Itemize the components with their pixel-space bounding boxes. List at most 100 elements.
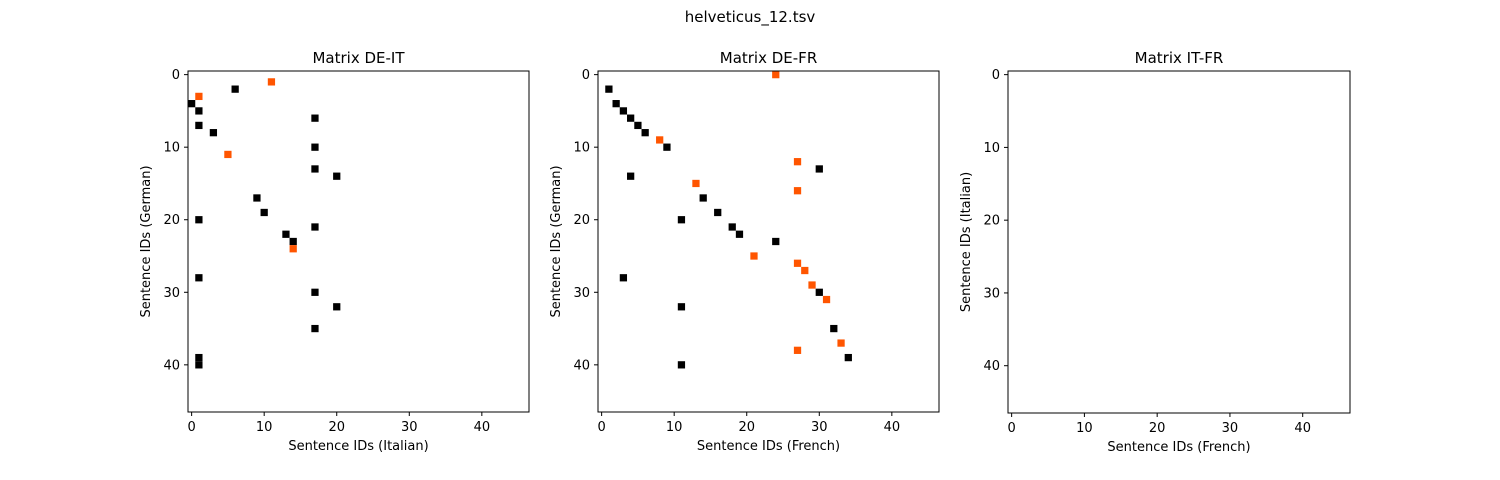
matrix-cell-marker bbox=[627, 114, 635, 122]
matrix-cell-marker bbox=[699, 194, 707, 202]
y-tick-label: 30 bbox=[573, 286, 590, 301]
x-tick-label: 30 bbox=[811, 420, 828, 435]
matrix-cell-marker bbox=[793, 158, 802, 166]
matrix-cell-marker bbox=[195, 121, 203, 130]
y-tick-label: 40 bbox=[163, 358, 180, 373]
matrix-cell-marker bbox=[750, 252, 758, 260]
matrix-cell-marker bbox=[260, 208, 268, 217]
matrix-cell-marker bbox=[605, 85, 613, 93]
matrix-cell-marker bbox=[793, 346, 802, 354]
x-axis-label: Sentence IDs (Italian) bbox=[288, 439, 428, 454]
y-tick-label: 30 bbox=[983, 286, 1000, 301]
matrix-cell-marker bbox=[822, 295, 831, 304]
x-tick-label: 10 bbox=[666, 420, 683, 435]
matrix-cell-marker bbox=[253, 194, 261, 202]
panel-title: Matrix DE-FR bbox=[720, 49, 818, 67]
matrix-cell-marker bbox=[311, 165, 319, 173]
x-tick-label: 10 bbox=[256, 420, 273, 435]
matrix-cell-marker bbox=[195, 216, 203, 224]
matrix-cell-marker bbox=[627, 172, 635, 180]
matrix-cell-marker bbox=[195, 353, 203, 362]
matrix-cell-marker bbox=[619, 274, 628, 282]
matrix-cell-marker bbox=[772, 237, 780, 246]
x-tick-label: 20 bbox=[738, 420, 755, 435]
x-tick-label: 0 bbox=[1007, 421, 1015, 436]
matrix-cell-marker bbox=[663, 143, 671, 151]
matrix-cell-marker bbox=[311, 114, 319, 122]
matrix-cell-marker bbox=[195, 361, 203, 369]
matrix-cell-marker bbox=[224, 150, 232, 159]
matrix-panel-3: 0 10 20 30 40 0 10 20 30 40 Matrix IT-FR Sentence I… bbox=[959, 49, 1351, 455]
matrix-cell-marker bbox=[793, 187, 802, 195]
y-axis-label: Sentence IDs (German) bbox=[139, 165, 154, 317]
y-tick-label: 0 bbox=[992, 68, 1000, 83]
matrix-cell-marker bbox=[815, 288, 823, 296]
axes-frame bbox=[1007, 70, 1351, 414]
matrix-cell-marker bbox=[677, 303, 686, 311]
matrix-cell-marker bbox=[677, 216, 686, 224]
matrix-cell-marker bbox=[830, 324, 838, 333]
matrix-cell-marker bbox=[311, 223, 319, 231]
y-tick-label: 10 bbox=[573, 141, 590, 156]
x-tick-label: 20 bbox=[328, 420, 345, 435]
matrix-cell-marker bbox=[728, 223, 736, 231]
matrix-cell-marker bbox=[282, 230, 290, 238]
matrix-cell-marker bbox=[735, 230, 744, 238]
matrix-cell-marker bbox=[837, 339, 845, 347]
x-tick-label: 0 bbox=[597, 420, 605, 435]
matrix-panel-2: 0 10 20 30 40 0 10 20 30 40 Matrix DE-FR Sentence I… bbox=[549, 49, 940, 454]
matrix-cell-marker bbox=[808, 281, 816, 289]
matrix-cell-marker bbox=[793, 259, 802, 267]
matrix-cell-marker bbox=[815, 165, 823, 173]
y-tick-label: 10 bbox=[163, 141, 180, 156]
y-axis-label: Sentence IDs (Italian) bbox=[959, 172, 974, 312]
matrix-cell-marker bbox=[289, 245, 297, 253]
matrix-cell-marker bbox=[692, 179, 700, 188]
matrix-cell-marker bbox=[656, 136, 664, 144]
matrix-cell-marker bbox=[641, 129, 649, 137]
matrix-cell-marker bbox=[619, 107, 628, 115]
matrix-cell-marker bbox=[772, 71, 780, 79]
x-tick-label: 30 bbox=[401, 420, 418, 435]
matrix-cell-marker bbox=[311, 324, 319, 333]
x-tick-label: 0 bbox=[187, 420, 195, 435]
x-axis-label: Sentence IDs (French) bbox=[1107, 440, 1250, 455]
y-tick-label: 0 bbox=[172, 68, 180, 83]
matrix-cell-marker bbox=[195, 92, 203, 101]
y-tick-label: 30 bbox=[163, 286, 180, 301]
panel-title: Matrix DE-IT bbox=[312, 49, 405, 67]
matrix-cell-marker bbox=[801, 266, 809, 275]
figure-title: helveticus_12.tsv bbox=[685, 8, 816, 27]
matrix-cell-marker bbox=[714, 208, 722, 217]
x-tick-label: 40 bbox=[884, 420, 901, 435]
x-tick-label: 20 bbox=[1149, 421, 1166, 436]
matrix-cell-marker bbox=[195, 274, 203, 282]
matrix-cell-marker bbox=[333, 303, 341, 311]
matrix-cell-marker bbox=[209, 129, 218, 137]
matrix-cell-marker bbox=[195, 107, 203, 115]
matrix-cell-marker bbox=[267, 78, 276, 86]
matrix-cell-marker bbox=[311, 288, 319, 296]
matrix-cell-marker bbox=[612, 100, 620, 108]
matrix-cell-marker bbox=[844, 353, 852, 362]
x-axis-label: Sentence IDs (French) bbox=[697, 439, 840, 454]
matrix-cell-marker bbox=[311, 143, 319, 151]
y-axis-label: Sentence IDs (German) bbox=[549, 165, 564, 317]
matrix-cell-marker bbox=[289, 237, 297, 246]
panel-title: Matrix IT-FR bbox=[1135, 49, 1224, 67]
y-tick-label: 20 bbox=[573, 213, 590, 228]
x-tick-label: 40 bbox=[1294, 421, 1311, 436]
y-tick-label: 40 bbox=[983, 359, 1000, 374]
y-tick-label: 0 bbox=[582, 68, 590, 83]
matrix-cell-marker bbox=[333, 172, 341, 180]
matrix-cell-marker bbox=[634, 121, 642, 130]
y-tick-label: 20 bbox=[163, 213, 180, 228]
matrix-panel-1: 0 10 20 30 40 0 10 20 30 40 Matrix DE-IT Sentence I… bbox=[139, 49, 530, 454]
x-tick-label: 10 bbox=[1076, 421, 1093, 436]
axes-frame bbox=[597, 70, 940, 413]
matrix-cell-marker bbox=[231, 85, 239, 93]
y-tick-label: 20 bbox=[983, 214, 1000, 229]
matrix-cell-marker bbox=[188, 100, 196, 108]
